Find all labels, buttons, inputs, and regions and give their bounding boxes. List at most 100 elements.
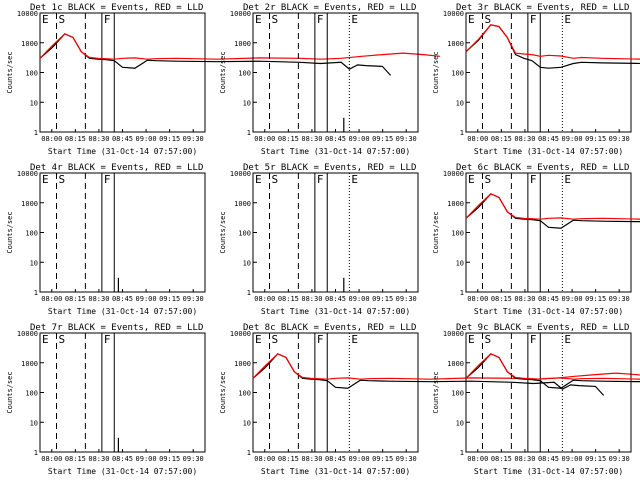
y-tick-label: 100 (25, 390, 38, 398)
series-line-lld (252, 353, 640, 380)
x-axis-label: Start Time (31-Oct-14 07:57:00) (48, 307, 197, 316)
x-axis-label: Start Time (31-Oct-14 07:57:00) (261, 147, 410, 156)
y-tick-label: 10000 (443, 170, 464, 178)
x-tick-label: 09:00 (562, 135, 583, 143)
y-tick-label: 1 (247, 289, 251, 297)
y-axis-label: Counts/sec (432, 371, 440, 413)
x-tick-label: 08:30 (88, 455, 109, 463)
event-marker-label: S (59, 333, 66, 346)
y-tick-label: 10000 (443, 10, 464, 18)
x-tick-label: 08:15 (491, 135, 512, 143)
x-tick-label: 08:45 (112, 455, 133, 463)
y-tick-label: 10000 (443, 330, 464, 338)
y-tick-label: 1 (460, 129, 464, 137)
event-marker-label: F (317, 13, 324, 26)
series-line-lld (465, 193, 640, 220)
event-marker-label: E (255, 13, 262, 26)
y-tick-label: 100 (238, 230, 251, 238)
event-marker-label: F (317, 333, 324, 346)
event-marker-label: S (485, 333, 492, 346)
x-tick-label: 09:00 (349, 455, 370, 463)
y-tick-label: 10 (456, 99, 464, 107)
y-axis-label: Counts/sec (219, 371, 227, 413)
x-axis-label: Start Time (31-Oct-14 07:57:00) (474, 307, 623, 316)
y-tick-label: 10000 (17, 170, 38, 178)
x-tick-label: 08:00 (254, 455, 275, 463)
event-marker-label: E (351, 13, 358, 26)
x-tick-label: 09:30 (609, 455, 630, 463)
x-tick-label: 09:15 (159, 135, 180, 143)
y-tick-label: 1 (34, 129, 38, 137)
series-line-lld (465, 24, 640, 60)
x-tick-label: 08:45 (538, 455, 559, 463)
x-tick-label: 08:45 (325, 295, 346, 303)
plot-frame (39, 172, 206, 293)
event-marker-label: S (272, 333, 279, 346)
y-tick-label: 10000 (17, 10, 38, 18)
x-tick-label: 09:30 (183, 295, 204, 303)
x-tick-label: 08:30 (514, 135, 535, 143)
event-marker-label: S (59, 173, 66, 186)
series-line-events (465, 193, 640, 229)
x-axis-label: Start Time (31-Oct-14 07:57:00) (261, 307, 410, 316)
plot-frame (252, 12, 419, 133)
event-marker-label: E (468, 333, 475, 346)
x-tick-label: 09:15 (372, 295, 393, 303)
panel-title: Det 7r BLACK = Events, RED = LLD (30, 323, 203, 333)
y-tick-label: 10 (456, 259, 464, 267)
x-axis-label: Start Time (31-Oct-14 07:57:00) (48, 467, 197, 476)
plot-frame (465, 172, 632, 293)
x-tick-label: 09:15 (372, 135, 393, 143)
event-marker-label: E (42, 13, 49, 26)
event-marker-label: F (530, 173, 537, 186)
y-tick-label: 100 (238, 70, 251, 78)
x-tick-label: 08:00 (41, 135, 62, 143)
x-axis-label: Start Time (31-Oct-14 07:57:00) (261, 467, 410, 476)
x-tick-label: 08:45 (538, 295, 559, 303)
panel-title: Det 5r BLACK = Events, RED = LLD (243, 163, 416, 173)
event-marker-label: S (272, 173, 279, 186)
x-tick-label: 09:30 (609, 295, 630, 303)
x-tick-label: 08:30 (514, 455, 535, 463)
x-tick-label: 09:00 (136, 295, 157, 303)
x-tick-label: 08:45 (112, 295, 133, 303)
detector-panel: Det 9c BLACK = Events, RED = LLDESFE08:0… (432, 323, 640, 476)
x-tick-label: 09:15 (159, 295, 180, 303)
y-axis-label: Counts/sec (432, 211, 440, 253)
event-marker-label: E (468, 173, 475, 186)
x-tick-label: 08:15 (491, 455, 512, 463)
plot-frame (252, 172, 419, 293)
y-tick-label: 10000 (230, 330, 251, 338)
x-tick-label: 08:00 (467, 295, 488, 303)
plot-frame (252, 332, 419, 453)
event-marker-label: S (485, 13, 492, 26)
x-tick-label: 09:15 (372, 455, 393, 463)
x-tick-label: 09:30 (609, 135, 630, 143)
panel-title: Det 1c BLACK = Events, RED = LLD (30, 3, 203, 13)
y-tick-label: 100 (451, 70, 464, 78)
x-tick-label: 09:15 (159, 455, 180, 463)
event-marker-label: E (351, 173, 358, 186)
event-marker-label: E (468, 13, 475, 26)
x-tick-label: 09:30 (183, 135, 204, 143)
event-marker-label: F (104, 13, 111, 26)
x-tick-label: 09:30 (396, 135, 417, 143)
y-tick-label: 1 (247, 129, 251, 137)
y-tick-label: 10 (456, 419, 464, 427)
x-tick-label: 08:30 (88, 295, 109, 303)
x-tick-label: 08:00 (41, 295, 62, 303)
series-line-lld (465, 353, 640, 380)
event-marker-label: E (255, 173, 262, 186)
event-marker-label: F (317, 173, 324, 186)
event-marker-label: F (104, 173, 111, 186)
x-tick-label: 09:00 (136, 455, 157, 463)
y-tick-label: 1 (460, 289, 464, 297)
y-tick-label: 10 (30, 259, 38, 267)
x-axis-label: Start Time (31-Oct-14 07:57:00) (48, 147, 197, 156)
x-tick-label: 09:30 (396, 455, 417, 463)
y-axis-label: Counts/sec (6, 371, 14, 413)
y-tick-label: 10 (30, 99, 38, 107)
